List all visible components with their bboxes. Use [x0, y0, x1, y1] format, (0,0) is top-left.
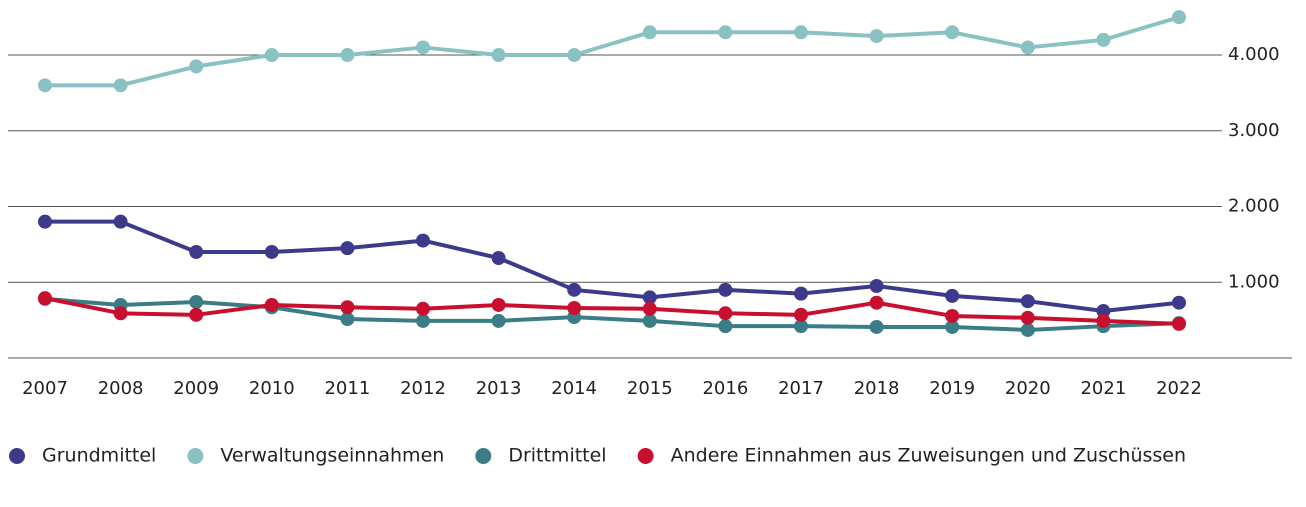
data-point [1020, 310, 1035, 325]
data-point [340, 300, 355, 315]
legend-label: Verwaltungseinnahmen [220, 445, 444, 467]
data-point [945, 288, 960, 303]
data-point [794, 319, 808, 334]
series-line [45, 15, 1180, 88]
legend-marker [9, 448, 25, 464]
x-tick-label: 2015 [627, 378, 673, 399]
x-tick-label: 2022 [1156, 378, 1202, 399]
data-point [945, 25, 960, 40]
x-tick-label: 2011 [324, 378, 370, 399]
legend-marker [637, 448, 654, 464]
data-point [642, 301, 657, 316]
data-point [340, 311, 355, 326]
legend-marker [475, 448, 492, 464]
legend-label: Grundmittel [42, 445, 156, 467]
x-tick-label: 2010 [249, 378, 295, 399]
x-tick-label: 2016 [702, 378, 748, 399]
data-point [1096, 313, 1111, 328]
y-tick-label: 1.000 [1228, 271, 1280, 292]
data-point [567, 282, 582, 297]
data-point [794, 25, 808, 40]
data-point [718, 306, 733, 321]
legend-label: Drittmittel [508, 445, 606, 467]
data-point [794, 286, 808, 301]
series-line [45, 219, 1180, 314]
data-point [869, 279, 884, 294]
data-point [1020, 294, 1035, 309]
data-point [416, 40, 430, 55]
data-point [189, 244, 204, 259]
legend-marker [187, 448, 204, 464]
data-point [869, 319, 884, 334]
data-point [189, 307, 204, 322]
data-point [264, 48, 279, 63]
data-point [189, 59, 204, 74]
data-point [38, 78, 52, 93]
data-point [718, 319, 733, 334]
legend-label: Andere Einnahmen aus Zuweisungen und Zus… [671, 445, 1186, 467]
data-point [416, 313, 430, 328]
data-point [491, 251, 506, 266]
data-point [869, 29, 884, 44]
data-point [1096, 304, 1111, 319]
data-point [794, 307, 808, 322]
data-point [189, 294, 204, 309]
data-point [1096, 32, 1111, 47]
data-point [113, 306, 128, 321]
data-point [416, 233, 430, 248]
data-point [1172, 10, 1186, 25]
x-tick-label: 2007 [22, 378, 68, 399]
data-point [945, 319, 960, 334]
data-point [1172, 316, 1186, 331]
series-line [44, 296, 1180, 326]
x-tick-label: 2018 [854, 378, 900, 399]
data-point [1172, 295, 1186, 310]
data-point [38, 214, 52, 229]
data-point [113, 78, 128, 93]
data-point [642, 313, 657, 328]
data-point [642, 25, 657, 40]
x-tick-label: 2014 [551, 378, 597, 399]
x-tick-label: 2012 [400, 378, 446, 399]
x-tick-label: 2019 [929, 378, 975, 399]
data-point [491, 297, 506, 312]
data-point [491, 313, 506, 328]
x-tick-label: 2020 [1005, 378, 1051, 399]
x-tick-label: 2021 [1080, 378, 1126, 399]
y-tick-label: 2.000 [1228, 196, 1280, 217]
data-point [567, 48, 582, 63]
data-point [264, 297, 279, 312]
data-point [869, 295, 884, 310]
x-tick-label: 2009 [173, 378, 219, 399]
data-point [642, 290, 657, 305]
data-point [491, 48, 506, 63]
data-point [340, 48, 355, 63]
data-point [38, 291, 52, 306]
data-point [945, 308, 960, 323]
y-tick-label: 3.000 [1228, 120, 1280, 141]
data-point [718, 25, 733, 40]
data-point [1020, 322, 1035, 337]
data-point [718, 282, 733, 297]
x-tick-label: 2017 [778, 378, 824, 399]
data-point [416, 301, 430, 316]
y-tick-label: 4.000 [1228, 44, 1280, 65]
data-point [1020, 40, 1035, 55]
series-line [44, 296, 1180, 332]
x-tick-label: 2013 [476, 378, 522, 399]
x-tick-label: 2008 [98, 378, 144, 399]
data-point [567, 301, 582, 316]
data-point [340, 241, 355, 256]
data-point [264, 244, 279, 259]
data-point [113, 214, 128, 229]
